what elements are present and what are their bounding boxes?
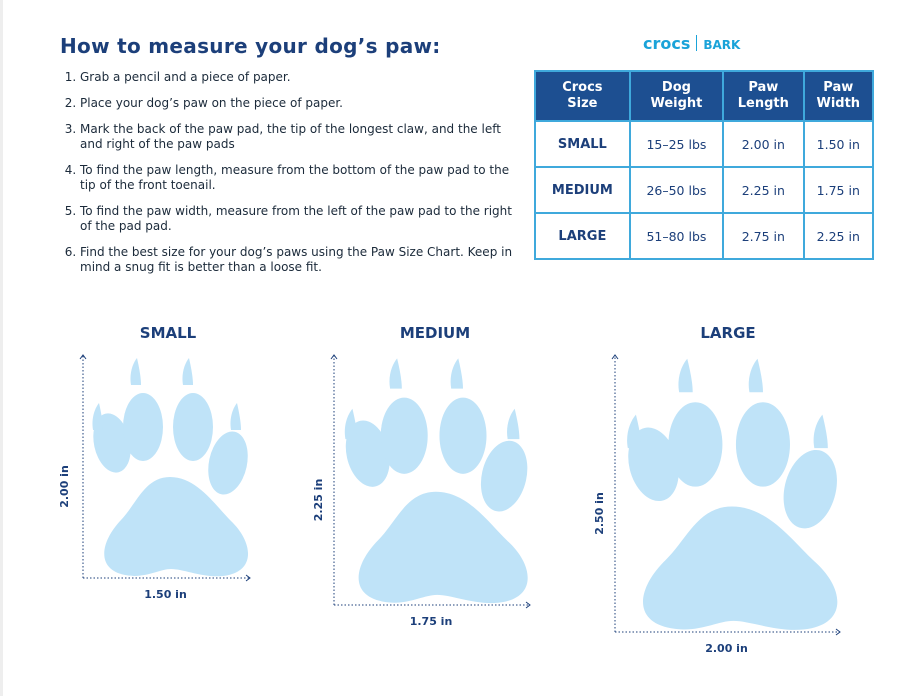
paw-title: LARGE bbox=[700, 324, 755, 342]
length-label: 2.25 in bbox=[312, 479, 325, 522]
edge bbox=[0, 0, 3, 696]
paw bbox=[92, 358, 249, 577]
row: LARGE 51–80 lbs 2.75 in 2.25 in bbox=[534, 212, 875, 260]
cell: 15–25 lbs bbox=[628, 120, 725, 168]
paw bbox=[627, 358, 838, 630]
cell: 2.25 in bbox=[802, 212, 875, 260]
claw bbox=[344, 408, 358, 440]
pad bbox=[358, 491, 528, 604]
cell: MEDIUM bbox=[534, 166, 631, 214]
toe bbox=[208, 431, 248, 495]
cell: 2.25 in bbox=[722, 166, 805, 214]
cell: 1.75 in bbox=[802, 166, 875, 214]
arrow-head bbox=[330, 354, 338, 360]
claw bbox=[748, 358, 763, 393]
header-cell: Dog Weight bbox=[628, 70, 725, 122]
claw bbox=[92, 403, 103, 430]
width-label: 2.00 in bbox=[705, 642, 748, 655]
logo: crocs BARK bbox=[643, 34, 740, 53]
step: To find the paw width, measure from the … bbox=[80, 204, 520, 234]
header-cell: Crocs Size bbox=[534, 70, 631, 122]
arrow-head bbox=[79, 354, 87, 360]
toe bbox=[783, 449, 837, 529]
arrow-head bbox=[525, 601, 531, 609]
toe bbox=[735, 402, 790, 487]
brand: crocs bbox=[643, 34, 691, 53]
paw-title: SMALL bbox=[140, 324, 197, 342]
step: Mark the back of the paw pad, the tip of… bbox=[80, 122, 520, 152]
claw bbox=[389, 358, 402, 389]
title: How to measure your dog’s paw: bbox=[60, 34, 441, 58]
toe bbox=[380, 397, 428, 474]
toe bbox=[480, 440, 528, 512]
arrow-head bbox=[245, 574, 251, 582]
cell: SMALL bbox=[534, 120, 631, 168]
toe bbox=[668, 402, 723, 487]
claw bbox=[130, 358, 141, 385]
cell: 2.75 in bbox=[722, 212, 805, 260]
header-cell: Paw Length bbox=[722, 70, 805, 122]
arrow-head bbox=[835, 628, 841, 636]
toe bbox=[173, 393, 213, 461]
claw bbox=[813, 414, 828, 449]
claw bbox=[627, 414, 642, 449]
cell: LARGE bbox=[534, 212, 631, 260]
pad bbox=[104, 477, 249, 577]
row: SMALL 15–25 lbs 2.00 in 1.50 in bbox=[534, 120, 875, 168]
length-label: 2.50 in bbox=[593, 492, 606, 535]
cell: 2.00 in bbox=[722, 120, 805, 168]
claw bbox=[450, 358, 463, 389]
header-cell: Paw Width bbox=[802, 70, 875, 122]
size-table: Crocs Size Dog Weight Paw Length Paw Width S… bbox=[534, 70, 875, 260]
cell: 51–80 lbs bbox=[628, 212, 725, 260]
paw-title: MEDIUM bbox=[400, 324, 470, 342]
step: Place your dog’s paw on the piece of pap… bbox=[80, 96, 520, 111]
step: Grab a pencil and a piece of paper. bbox=[80, 70, 520, 85]
claw bbox=[678, 358, 693, 393]
claw bbox=[507, 408, 520, 440]
toe bbox=[439, 397, 487, 474]
cell: 26–50 lbs bbox=[628, 166, 725, 214]
toe bbox=[123, 393, 163, 461]
step: Find the best size for your dog’s paws u… bbox=[80, 245, 520, 275]
partner: BARK bbox=[703, 38, 741, 52]
row: MEDIUM 26–50 lbs 2.25 in 1.75 in bbox=[534, 166, 875, 214]
paw bbox=[344, 358, 528, 604]
steps: Grab a pencil and a piece of paper. Place… bbox=[58, 70, 520, 286]
claw bbox=[182, 358, 193, 385]
claw bbox=[230, 403, 241, 430]
width-label: 1.75 in bbox=[410, 615, 453, 628]
pad bbox=[643, 506, 838, 630]
step: To find the paw length, measure from the… bbox=[80, 163, 520, 193]
length-label: 2.00 in bbox=[58, 465, 71, 508]
arrow-head bbox=[611, 354, 619, 360]
width-label: 1.50 in bbox=[144, 588, 187, 601]
cell: 1.50 in bbox=[802, 120, 875, 168]
